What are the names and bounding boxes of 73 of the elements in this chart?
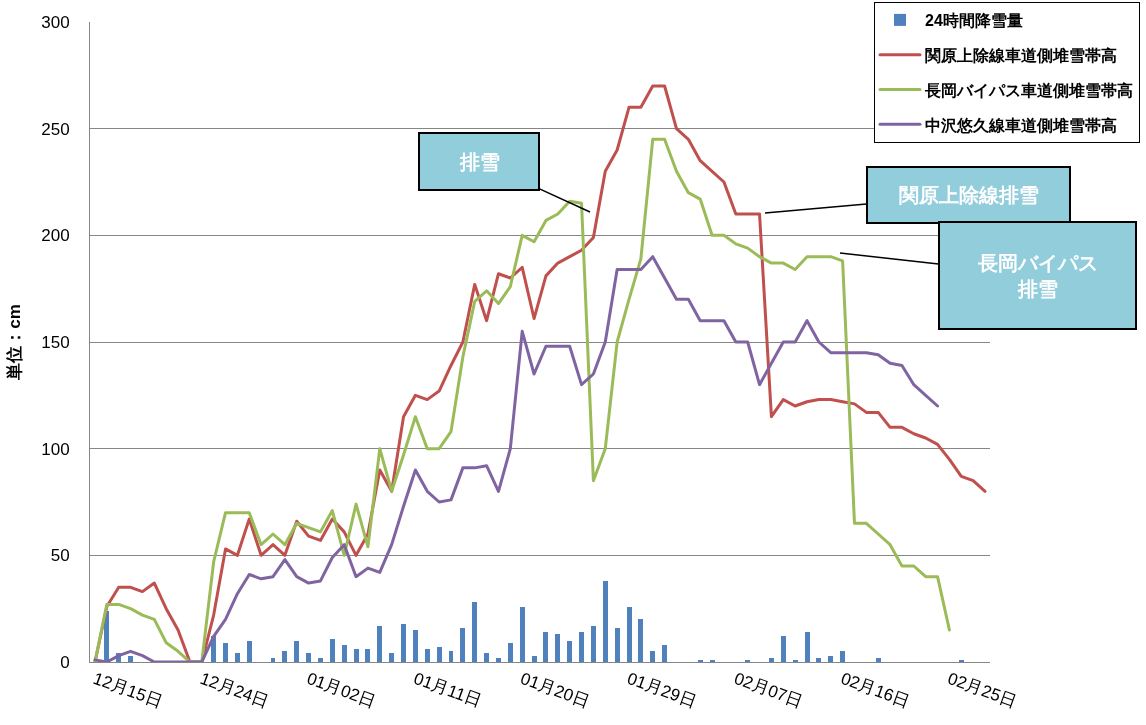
- bar: [840, 651, 845, 662]
- x-tick-label: 01月20日: [517, 668, 592, 712]
- callout: 長岡バイパス排雪: [839, 221, 1137, 330]
- bar: [330, 639, 335, 662]
- line-series: [93, 255, 940, 662]
- bar: [662, 645, 667, 662]
- y-axis-title: 単位：cm: [4, 304, 24, 381]
- bar: [128, 656, 133, 662]
- bar: [449, 651, 453, 662]
- bar: [306, 653, 311, 662]
- x-tick-label: 02月07日: [731, 668, 806, 712]
- bar: [805, 632, 810, 662]
- x-tick-label: 01月29日: [624, 668, 699, 712]
- x-tick-label: 01月02日: [304, 668, 379, 712]
- bar: [603, 581, 608, 662]
- y-tick-label: 150: [41, 332, 70, 352]
- bar: [401, 624, 406, 662]
- bar: [567, 641, 572, 662]
- bar: [282, 651, 287, 662]
- x-tick-label: 12月15日: [90, 668, 165, 712]
- legend-label: 中沢悠久線車道側堆雪帯高: [925, 115, 1117, 134]
- bar: [496, 658, 501, 662]
- bar: [425, 649, 430, 662]
- bar: [615, 628, 620, 662]
- bar: [650, 651, 655, 662]
- bar: [579, 632, 584, 662]
- bar: [389, 653, 394, 662]
- bar: [876, 658, 881, 662]
- x-tick-label: 12月24日: [197, 668, 272, 712]
- bar: [235, 653, 240, 662]
- x-tick-label: 02月25日: [945, 668, 1020, 712]
- bar: [828, 656, 833, 662]
- x-tick-label: 02月16日: [838, 668, 913, 712]
- callout: 排雪: [418, 132, 591, 213]
- bar: [816, 658, 821, 662]
- bar: [543, 632, 548, 662]
- bar: [460, 628, 465, 662]
- bar: [591, 626, 596, 662]
- bar: [508, 643, 513, 662]
- y-tick-label: 100: [41, 439, 70, 459]
- bar: [437, 647, 442, 662]
- y-tick-label: 50: [50, 546, 70, 566]
- legend-label: 24時間降雪量: [925, 12, 1023, 30]
- bar: [271, 658, 275, 662]
- bar: [638, 619, 643, 662]
- legend-label: 長岡バイパス車道側堆雪帯高: [924, 80, 1133, 99]
- bar: [627, 607, 632, 662]
- bar: [532, 656, 537, 662]
- y-tick-label: 250: [41, 119, 70, 139]
- y-tick-label: 0: [60, 652, 70, 672]
- bar: [781, 636, 786, 662]
- bar: [413, 630, 418, 662]
- bar: [555, 634, 560, 662]
- callout: 関原上除線排雪: [764, 166, 1071, 224]
- bar: [223, 643, 228, 662]
- x-tick-label: 01月11日: [411, 668, 484, 711]
- y-tick-label: 200: [41, 226, 70, 246]
- bar: [769, 658, 774, 662]
- bar: [484, 653, 489, 662]
- bar: [342, 645, 347, 662]
- bar: [354, 649, 359, 662]
- bar: [377, 626, 382, 662]
- annotation: 長岡バイパス排雪: [977, 251, 1098, 300]
- annotation: 排雪: [458, 150, 500, 173]
- legend-label: 関原上除線車道側堆雪帯高: [925, 45, 1117, 64]
- bar: [294, 641, 299, 662]
- bar: [520, 607, 525, 662]
- annotation: 関原上除線排雪: [898, 184, 1039, 206]
- y-tick-label: 300: [41, 12, 70, 32]
- bar: [247, 641, 252, 662]
- bar: [365, 649, 370, 662]
- bar: [318, 658, 323, 662]
- bar: [472, 602, 477, 662]
